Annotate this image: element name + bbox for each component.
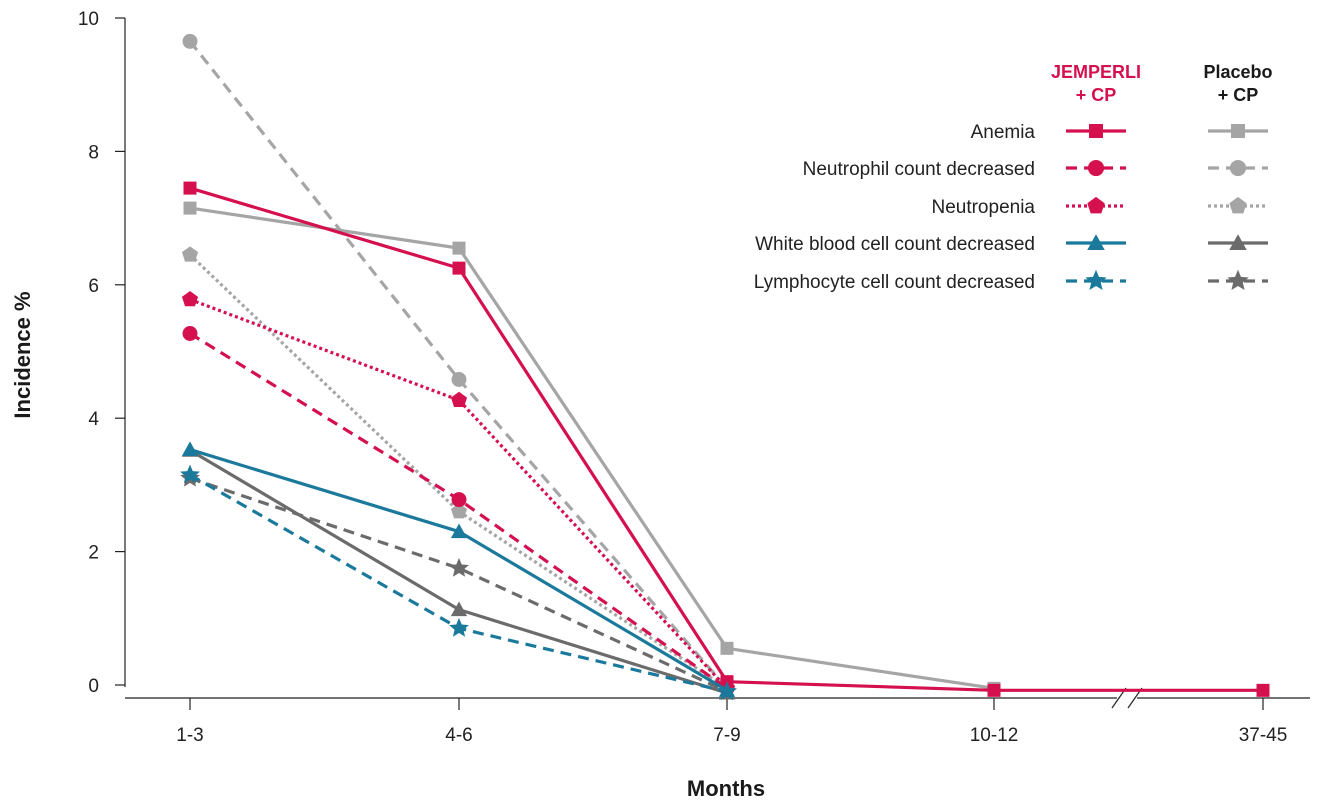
data-point-square (452, 241, 466, 255)
legend-label: Neutropenia (931, 197, 1035, 218)
series-anemia-jemperli (183, 181, 1270, 697)
legend-label: Neutrophil count decreased (803, 159, 1035, 180)
legend-marker-square (1231, 124, 1245, 138)
x-tick-label: 1-3 (176, 725, 203, 746)
y-tick-label: 8 (88, 142, 99, 163)
data-point-star (449, 557, 469, 577)
series-lymphocyte-cell-count-decreased-jemperli (180, 464, 737, 701)
y-tick-label: 6 (88, 276, 99, 297)
series-line (189, 476, 728, 694)
data-point-circle (451, 372, 467, 387)
data-point-circle (182, 33, 198, 49)
data-point-square (1256, 683, 1270, 697)
y-axis-title: Incidence % (10, 291, 35, 418)
legend-marker-square (1089, 124, 1103, 138)
data-point-pentagon (450, 503, 468, 519)
data-point-square (183, 181, 197, 195)
data-point-square (720, 641, 734, 655)
legend-marker-circle (1087, 159, 1105, 177)
data-point-star (180, 464, 200, 484)
data-point-pentagon (450, 391, 468, 408)
series-neutrophil-count-decreased-placebo (182, 33, 735, 696)
data-point-square (452, 261, 466, 275)
legend-marker-star (1227, 269, 1249, 291)
legend-marker-pentagon (1087, 196, 1105, 214)
y-tick-label: 10 (78, 9, 99, 30)
legend-group-subtitle: + CP (1218, 85, 1259, 105)
legend-marker-star (1085, 269, 1107, 291)
data-point-star (449, 617, 469, 637)
series-line (189, 186, 1263, 692)
legend-group-subtitle: + CP (1076, 85, 1117, 105)
legend-group-title: JEMPERLI (1051, 62, 1141, 82)
series-line (188, 40, 729, 690)
x-tick-label: 37-45 (1239, 725, 1288, 746)
x-tick-label: 10-12 (970, 725, 1019, 746)
legend-marker-triangle (1087, 234, 1105, 250)
data-point-triangle (450, 523, 468, 539)
y-tick-label: 4 (88, 409, 99, 430)
legend-label: White blood cell count decreased (755, 234, 1035, 255)
legend-group-title: Placebo (1203, 62, 1272, 82)
series-layer (180, 33, 1270, 701)
data-point-square (183, 201, 197, 215)
legend: JEMPERLI + CP Placebo + CP Anemia Neutrophil … (754, 62, 1273, 293)
x-tick-label: 4-6 (445, 725, 472, 746)
data-point-circle (451, 492, 467, 508)
data-point-star (717, 681, 737, 701)
legend-marker-circle (1229, 159, 1247, 177)
x-tick-label: 7-9 (713, 725, 740, 746)
y-tick-label: 0 (88, 676, 99, 697)
data-point-pentagon (181, 291, 199, 307)
data-point-pentagon (181, 246, 199, 262)
data-point-triangle (450, 601, 468, 617)
data-point-triangle (181, 441, 199, 457)
y-tick-label: 2 (88, 543, 99, 564)
data-point-square (987, 683, 1001, 697)
x-axis-title: Months (687, 776, 765, 801)
legend-label: Lymphocyte cell count decreased (754, 272, 1035, 293)
legend-marker-triangle (1229, 234, 1247, 250)
legend-marker-pentagon (1229, 196, 1247, 214)
legend-label: Anemia (971, 122, 1036, 143)
data-point-circle (182, 326, 198, 341)
axes: 0 2 4 6 8 10 1-3 4-6 7-9 10-12 37-45 (78, 9, 1310, 746)
